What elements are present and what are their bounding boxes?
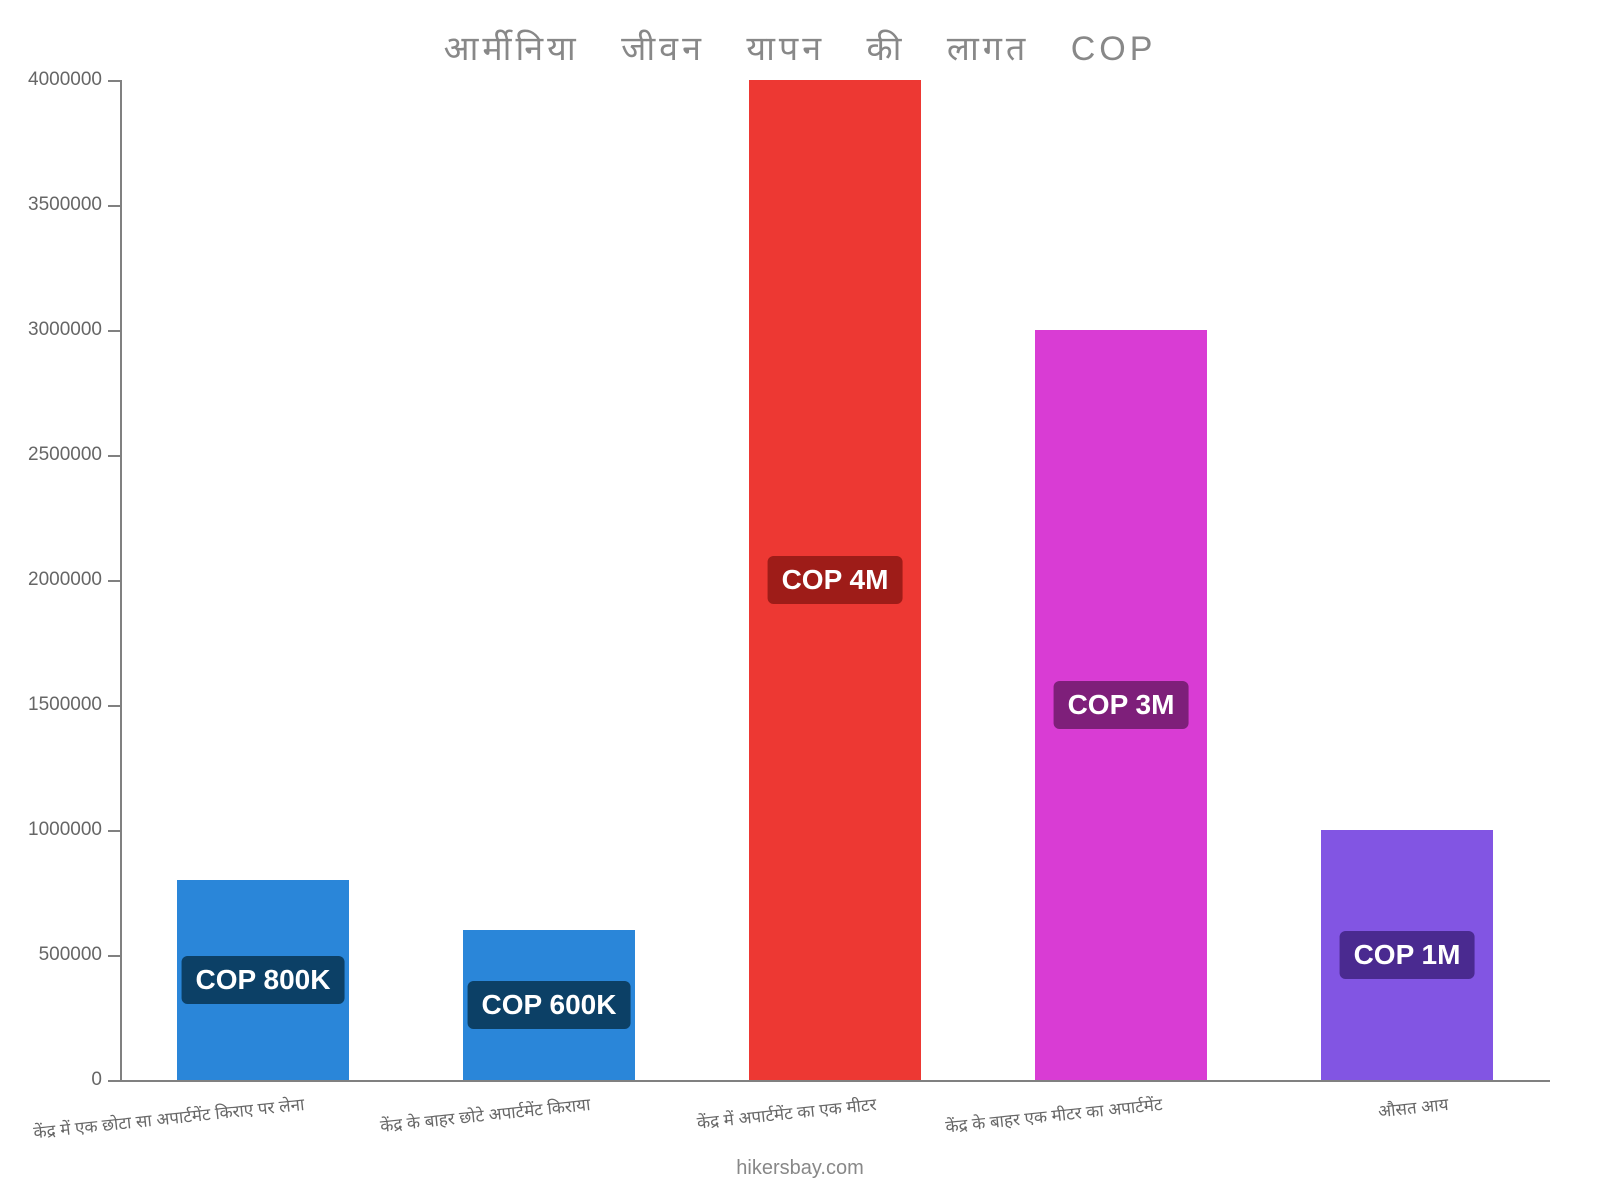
y-tick-label: 0 [91,1069,102,1091]
y-tick-label: 3000000 [28,319,102,341]
y-tick-label: 500000 [39,944,102,966]
y-tick [108,205,120,207]
chart-container: आर्मीनिया जीवन यापन की लागत COP 05000001… [0,0,1600,1200]
y-tick-label: 1000000 [28,819,102,841]
y-tick [108,330,120,332]
x-axis-line [120,1080,1550,1082]
y-tick [108,830,120,832]
bar-value-label: COP 800K [182,956,345,1004]
bar-value-label: COP 3M [1054,681,1189,729]
y-tick-label: 4000000 [28,69,102,91]
y-tick-label: 2500000 [28,444,102,466]
y-tick [108,455,120,457]
attribution: hikersbay.com [736,1157,863,1180]
y-tick-label: 2000000 [28,569,102,591]
y-tick [108,1080,120,1082]
plot-area: 0500000100000015000002000000250000030000… [120,80,1550,1080]
bar-value-label: COP 4M [768,556,903,604]
bars-group: COP 800K COP 600K COP 4M COP 3M COP 1M [120,80,1550,1080]
bar-value-label: COP 600K [468,981,631,1029]
bar-value-label: COP 1M [1340,931,1475,979]
y-tick [108,705,120,707]
y-tick-label: 1500000 [28,694,102,716]
y-tick [108,580,120,582]
chart-title: आर्मीनिया जीवन यापन की लागत COP [0,24,1600,70]
y-tick [108,80,120,82]
y-tick [108,955,120,957]
y-tick-label: 3500000 [28,194,102,216]
